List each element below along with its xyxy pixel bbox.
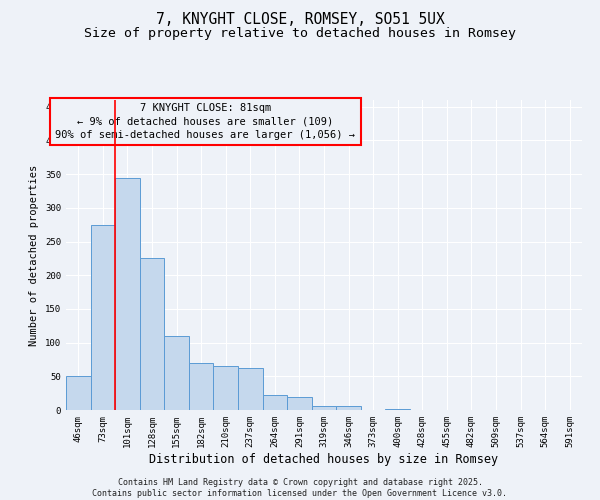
Text: Size of property relative to detached houses in Romsey: Size of property relative to detached ho… <box>84 28 516 40</box>
Bar <box>238 368 263 410</box>
Bar <box>312 406 336 410</box>
Bar <box>164 336 189 410</box>
Y-axis label: Number of detached properties: Number of detached properties <box>29 164 40 346</box>
Bar <box>66 376 91 410</box>
Text: 7 KNYGHT CLOSE: 81sqm
← 9% of detached houses are smaller (109)
90% of semi-deta: 7 KNYGHT CLOSE: 81sqm ← 9% of detached h… <box>55 103 355 140</box>
Bar <box>336 406 361 410</box>
Bar <box>115 178 140 410</box>
Bar <box>263 395 287 410</box>
Bar <box>385 408 410 410</box>
Bar <box>214 366 238 410</box>
Bar <box>140 258 164 410</box>
Text: 7, KNYGHT CLOSE, ROMSEY, SO51 5UX: 7, KNYGHT CLOSE, ROMSEY, SO51 5UX <box>155 12 445 28</box>
Bar <box>287 396 312 410</box>
X-axis label: Distribution of detached houses by size in Romsey: Distribution of detached houses by size … <box>149 452 499 466</box>
Bar <box>189 363 214 410</box>
Bar <box>91 224 115 410</box>
Text: Contains HM Land Registry data © Crown copyright and database right 2025.
Contai: Contains HM Land Registry data © Crown c… <box>92 478 508 498</box>
